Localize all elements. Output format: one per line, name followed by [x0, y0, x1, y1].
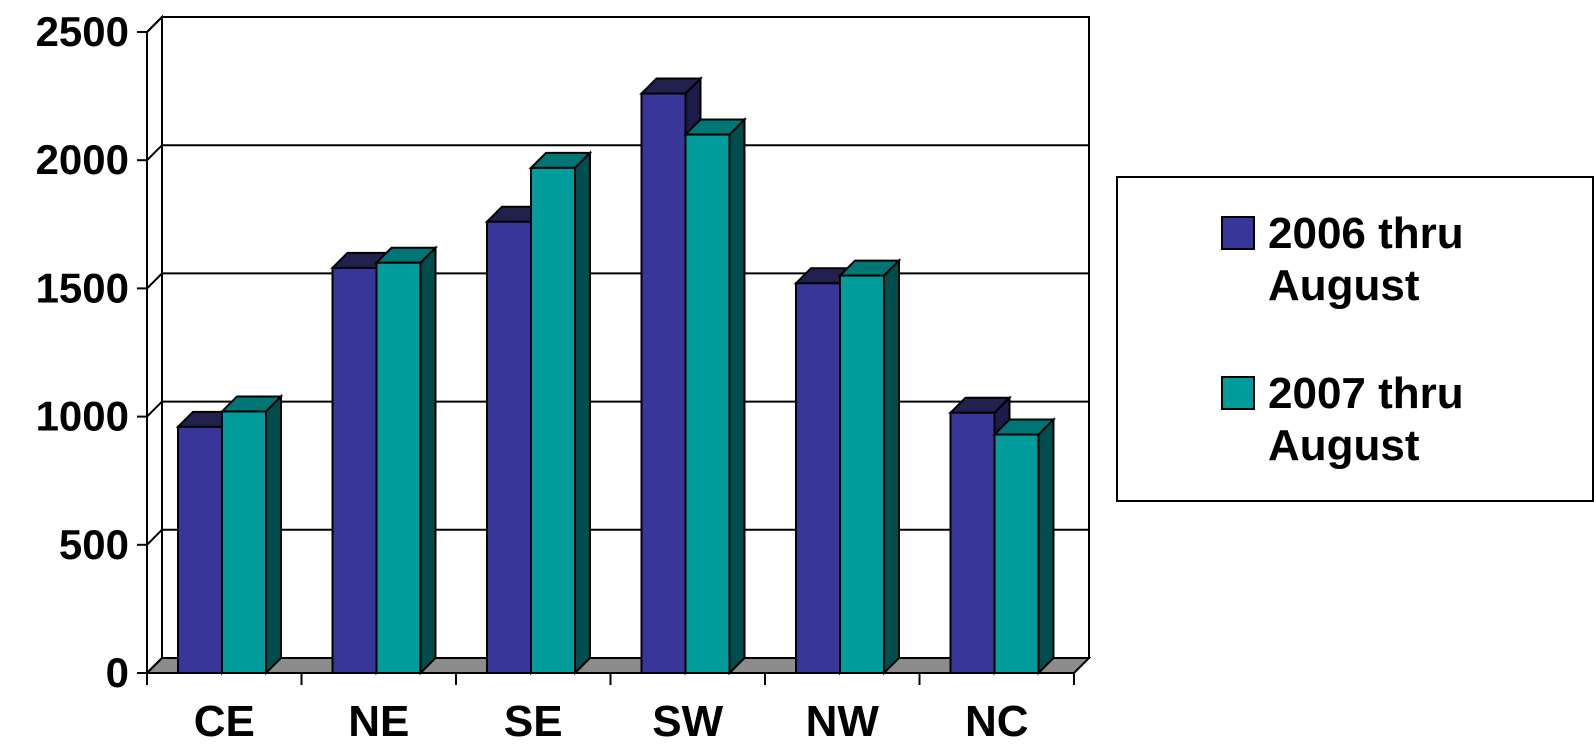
axes [137, 31, 1075, 685]
y-tick-label: 2500 [36, 8, 129, 55]
y-tick-label: 2000 [36, 136, 129, 183]
gridline [146, 272, 1089, 290]
legend-swatch-2007 [1221, 376, 1255, 410]
gridline [146, 528, 1089, 546]
gridline [146, 144, 1089, 161]
legend-item-2006: 2006 thru August [1221, 208, 1568, 312]
legend-swatch-2006 [1221, 216, 1255, 250]
y-tick-label: 1000 [36, 393, 129, 440]
legend: 2006 thru August 2007 thru August [1116, 176, 1594, 502]
x-axis-category-labels: CE NE SE SW NW NC [194, 697, 1029, 746]
gridline [146, 16, 1089, 33]
bar-sw-2007 [683, 117, 747, 676]
y-tick-label: 1500 [36, 264, 129, 311]
x-label-nc: NC [965, 697, 1029, 746]
y-axis-tick-labels: 0 500 1000 1500 2000 2500 [36, 8, 129, 696]
bar-ne-2007 [374, 245, 438, 676]
x-label-ne: NE [348, 697, 409, 746]
bar-ce-2007 [219, 394, 284, 676]
x-label-nw: NW [806, 697, 880, 746]
legend-label-2006: 2006 thru August [1268, 209, 1464, 310]
legend-item-2007: 2007 thru August [1221, 368, 1568, 472]
y-tick-label: 0 [106, 649, 129, 696]
x-label-sw: SW [652, 697, 723, 746]
bar-nc-2007 [992, 417, 1056, 676]
x-label-ce: CE [194, 697, 255, 746]
y-tick-label: 500 [59, 521, 129, 568]
side-wall [146, 14, 163, 676]
legend-label-2007: 2007 thru August [1268, 369, 1464, 470]
x-label-se: SE [504, 697, 563, 746]
floor-plane [144, 657, 1092, 674]
chart-walls [146, 14, 1090, 676]
bar-nw-2007 [837, 258, 902, 676]
bar-se-2007 [528, 150, 593, 676]
chart-floor [144, 657, 1092, 674]
bars [175, 76, 1056, 676]
back-wall [161, 16, 1090, 659]
gridlines [146, 16, 1089, 546]
gridline [146, 400, 1089, 418]
